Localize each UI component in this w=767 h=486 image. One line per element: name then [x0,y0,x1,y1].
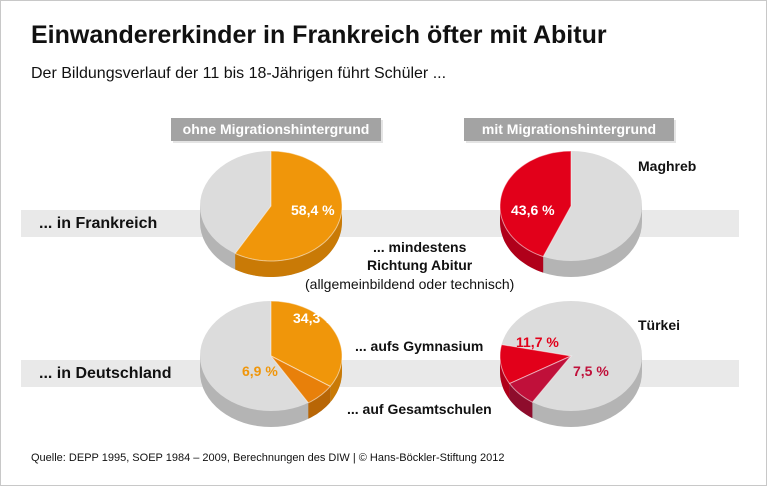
data-label: 11,7 % [516,334,559,350]
data-label: 6,9 % [242,363,278,379]
row-label-france: ... in Frankreich [39,215,158,232]
group-label-tuerkei: Türkei [638,317,681,333]
pie-slice [508,355,572,403]
header-mit: mit Migrationshintergrund [464,118,674,141]
pie-slice-side [330,356,342,403]
group-label-maghreb: Maghreb [638,158,697,174]
pie-slice-side [308,386,331,419]
pie-slice-side [500,206,544,273]
pie-slice [499,344,573,385]
chart-title: Einwandererkinder in Frankreich öfter mi… [31,21,607,49]
annotation-gymnasium: ... aufs Gymnasium [355,338,484,354]
pie-slice-side [500,356,510,400]
header-ohne: ohne Migrationshintergrund [171,118,381,141]
data-label: 34,3 % [293,310,337,326]
data-label: 7,5 % [573,363,609,379]
pie-slice [499,150,572,258]
source-note: Quelle: DEPP 1995, SOEP 1984 – 2009, Ber… [31,452,505,464]
row-label-germany: ... in Deutschland [39,365,172,382]
annotation-abitur-3: (allgemeinbildend oder technisch) [305,276,515,292]
pie-slice-side [509,383,533,419]
annotation-abitur-2: Richtung Abitur [367,257,473,273]
data-label: 58,4 % [291,202,335,218]
pie-slice-side [235,206,342,277]
pie-slice [270,355,332,404]
annotation-abitur-1: ... mindestens [373,239,467,255]
data-label: 43,6 % [511,202,555,218]
chart-subtitle: Der Bildungsverlauf der 11 bis 18-Jährig… [31,65,447,82]
annotation-gesamtschule: ... auf Gesamtschulen [347,401,492,417]
pie-slice [234,150,343,262]
